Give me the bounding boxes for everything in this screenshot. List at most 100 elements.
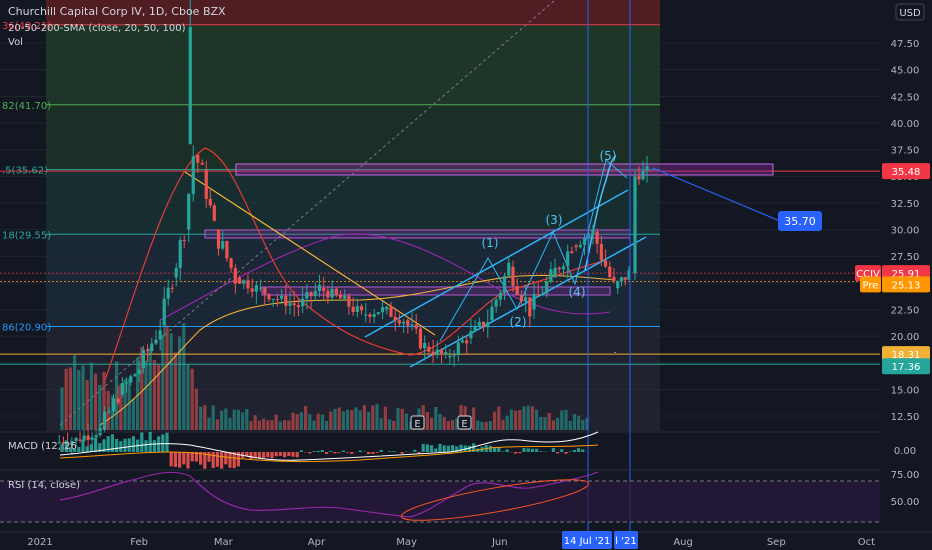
sma-100-line	[159, 233, 611, 321]
candle-body	[406, 320, 410, 326]
resistance-box-mid[interactable]	[204, 229, 631, 239]
candle-body	[570, 251, 574, 253]
channel-upper-line[interactable]	[364, 189, 629, 338]
macd-hist-bar	[232, 452, 236, 469]
earnings-marker-1[interactable]	[410, 415, 425, 430]
candle-body	[145, 349, 150, 352]
volume-bar	[388, 419, 392, 430]
volume-bar	[253, 415, 257, 430]
candle-body	[549, 269, 553, 282]
candle-body	[402, 321, 406, 324]
date-tag-text: 14 Jul '21	[564, 536, 611, 547]
candle-body	[254, 285, 258, 292]
macd-hist-bar	[577, 448, 581, 452]
candle-body	[389, 306, 393, 317]
candle-body	[158, 330, 162, 340]
volume-bar	[350, 410, 354, 430]
fib-label: 86(20.90)	[2, 322, 51, 333]
chart-header: Churchill Capital Corp IV, 1D, Cboe BZX …	[8, 5, 226, 491]
projection-path[interactable]	[584, 155, 617, 271]
candle-body	[435, 349, 439, 355]
usd-selector[interactable]: USD	[895, 3, 925, 21]
time-axis[interactable]: 2021 Feb Mar Apr May Jun Aug Sep Oct	[0, 531, 932, 550]
volume-bar	[220, 410, 224, 430]
candle-body	[637, 176, 641, 180]
volume-bar	[455, 418, 459, 430]
macd-hist-bar	[400, 452, 404, 454]
candle-body	[452, 355, 456, 357]
volume-bar	[123, 379, 127, 430]
elliott-wave-path[interactable]	[439, 159, 628, 342]
rsi-pane	[0, 469, 932, 523]
macd-hist-bar	[253, 452, 257, 459]
macd-hist-bar	[493, 447, 497, 452]
downtrend-line[interactable]	[184, 171, 436, 336]
volume-bar	[535, 409, 539, 430]
macd-hist-bar	[392, 451, 396, 452]
y-tick-label: 15.00	[891, 385, 920, 396]
macd-hist-bar	[106, 436, 110, 452]
macd-hist-bar	[81, 440, 85, 452]
candle-body	[187, 194, 191, 230]
earnings-marker-2[interactable]	[457, 415, 472, 430]
signal-line	[59, 444, 599, 463]
macd-hist-bar	[535, 448, 539, 452]
resistance-box-top[interactable]	[235, 163, 774, 176]
volume-bar	[228, 417, 232, 430]
candle-body	[612, 276, 616, 281]
volume-bar	[530, 406, 534, 430]
candle-body	[582, 238, 587, 245]
target-line[interactable]	[652, 167, 781, 222]
macd-hist-bar	[472, 443, 476, 452]
candle-body	[460, 340, 465, 343]
volume-bar	[194, 388, 198, 430]
candle-body	[182, 240, 186, 242]
candle-body	[233, 268, 237, 284]
candle-body	[296, 305, 301, 308]
candle-body	[107, 411, 111, 413]
candle-body	[355, 306, 359, 312]
volume-bar	[278, 421, 282, 430]
candle-body	[351, 306, 355, 312]
macd-hist-bar	[413, 449, 417, 452]
candle-body	[486, 322, 490, 328]
volume-bar	[169, 333, 173, 430]
macd-hist-bar	[505, 449, 509, 452]
volume-bar	[257, 420, 261, 430]
volume-bar	[505, 415, 509, 430]
fib-label: .5(35.62)	[2, 166, 48, 177]
macd-hist-bar	[64, 440, 68, 452]
candle-body	[439, 349, 444, 355]
macd-tick-label: 0.00	[894, 446, 916, 457]
volume-legend: Vol	[8, 37, 23, 48]
volume-bar	[488, 421, 492, 430]
volume-bar	[564, 409, 568, 430]
candle-body	[191, 156, 195, 195]
channel-lower-line[interactable]	[409, 236, 647, 368]
target-price-box[interactable]: 35.70	[778, 211, 822, 231]
volume-bar	[509, 409, 513, 430]
support-box[interactable]	[261, 286, 611, 296]
wave-label-5: (5)	[600, 149, 617, 163]
volume-bar	[102, 371, 106, 430]
fib-label: 18(29.55)	[2, 230, 51, 241]
macd-hist-bar	[514, 452, 518, 454]
macd-hist-bar	[283, 452, 287, 458]
rsi-divergence-ellipse	[400, 479, 590, 521]
y-tick-label: 45.00	[891, 66, 920, 77]
candle-body	[507, 262, 511, 276]
macd-hist-bar	[568, 451, 572, 452]
candle-body	[481, 321, 486, 328]
candle-body	[553, 267, 557, 278]
macd-hist-bar	[73, 448, 77, 452]
volume-bar	[161, 334, 165, 430]
earnings-markers[interactable]: E E	[410, 415, 472, 430]
candle-body	[456, 342, 460, 356]
macd-hist-bar	[178, 452, 182, 468]
volume-bar	[551, 420, 555, 430]
volume-bar	[514, 410, 518, 430]
volume-bar	[299, 412, 303, 430]
macd-hist-bar	[270, 452, 274, 459]
macd-hist-bar	[207, 452, 211, 462]
